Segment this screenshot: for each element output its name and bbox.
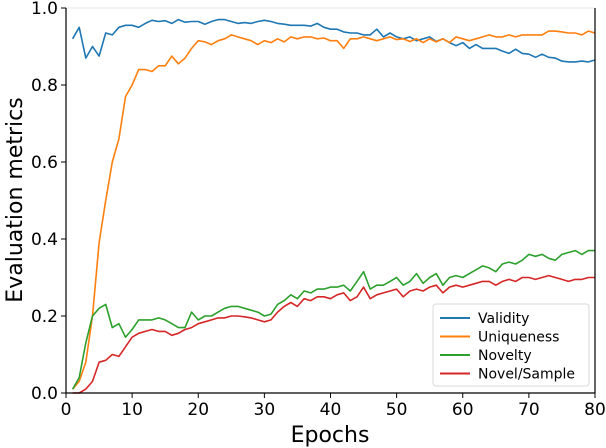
x-tick-label: 0 — [61, 400, 72, 420]
y-tick-label: 0.4 — [31, 230, 58, 250]
x-tick-label: 50 — [386, 400, 408, 420]
x-tick-label: 20 — [187, 400, 209, 420]
x-tick-label: 40 — [320, 400, 342, 420]
legend-item-novelty: Novelty — [440, 348, 532, 364]
legend-item-uniqueness: Uniqueness — [440, 330, 559, 346]
x-axis-ticks: 0 10 20 30 40 50 60 70 80 — [61, 393, 606, 420]
y-tick-label: 0.0 — [31, 384, 58, 404]
series-layer — [71, 18, 596, 394]
series-line-novelty — [71, 249, 595, 390]
x-axis-label: Epochs — [291, 423, 370, 448]
legend-label: Novelty — [478, 348, 532, 364]
y-tick-label: 0.6 — [31, 153, 58, 173]
y-tick-label: 0.2 — [31, 307, 58, 327]
legend-label: Novel/Sample — [478, 367, 575, 383]
x-tick-label: 70 — [518, 400, 540, 420]
plot-area — [65, 7, 596, 394]
x-tick-label: 60 — [452, 400, 474, 420]
x-tick-label: 30 — [254, 400, 276, 420]
x-tick-label: 10 — [121, 400, 143, 420]
y-axis-ticks: 0.0 0.2 0.4 0.6 0.8 1.0 — [31, 0, 66, 404]
series-line-novel-sample — [72, 274, 595, 394]
legend: Validity Uniqueness Novelty Novel/Sample — [432, 303, 590, 387]
series-line-uniqueness — [71, 30, 596, 390]
legend-item-validity: Validity — [440, 311, 529, 327]
legend-label: Uniqueness — [478, 330, 559, 346]
legend-label: Validity — [478, 311, 529, 327]
y-tick-label: 1.0 — [31, 0, 58, 19]
series-line-validity — [71, 18, 596, 63]
y-tick-label: 0.8 — [31, 76, 58, 96]
legend-box — [432, 303, 590, 387]
x-tick-label: 80 — [584, 400, 606, 420]
legend-item-novel-sample: Novel/Sample — [440, 367, 575, 383]
y-axis-label: Evaluation metrics — [3, 97, 28, 302]
